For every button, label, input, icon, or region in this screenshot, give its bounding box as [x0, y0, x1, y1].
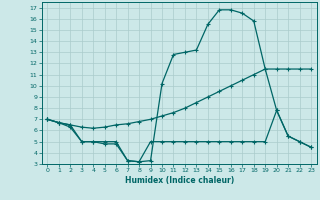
X-axis label: Humidex (Indice chaleur): Humidex (Indice chaleur): [124, 176, 234, 185]
